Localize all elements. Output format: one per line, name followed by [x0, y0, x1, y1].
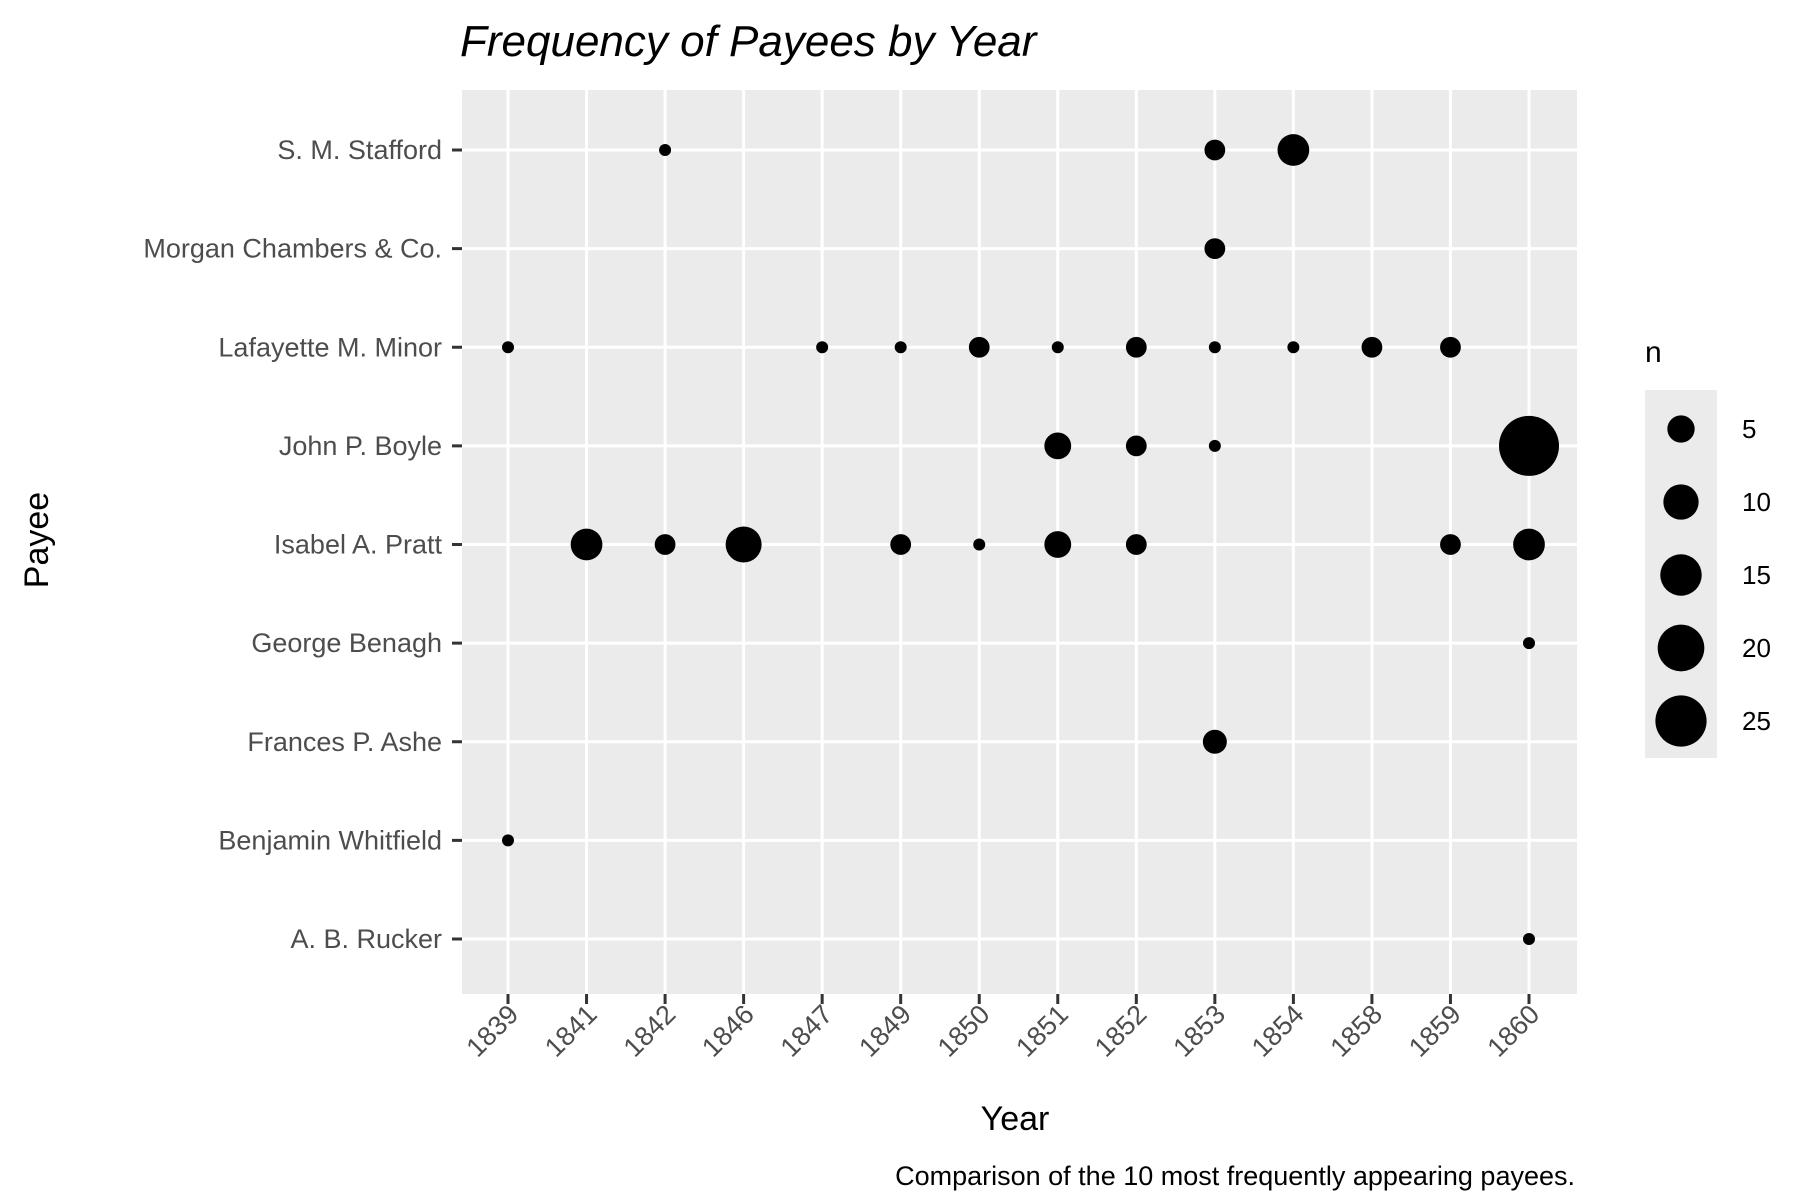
data-point: [973, 538, 986, 551]
data-point: [1440, 336, 1461, 358]
legend-key-circle: [1657, 624, 1705, 672]
legend-keys: 5 10 15 20 25: [1655, 414, 1771, 747]
data-point: [816, 341, 829, 354]
data-point: [1204, 139, 1226, 161]
data-point: [1208, 439, 1221, 452]
legend-title: n: [1645, 336, 1662, 369]
plot-panel: [462, 90, 1577, 994]
legend-key-label: 20: [1742, 633, 1771, 663]
data-point: [1361, 336, 1383, 358]
chart-caption: Comparison of the 10 most frequently app…: [895, 1161, 1575, 1191]
y-tick-label: Benjamin Whitfield: [218, 825, 442, 855]
data-point: [1523, 933, 1535, 945]
data-point: [1287, 341, 1300, 354]
data-point: [502, 834, 514, 847]
size-legend: n 5 10 15 20 25: [1645, 336, 1771, 758]
y-tick-label: S. M. Stafford: [277, 135, 442, 165]
legend-key-label: 5: [1742, 414, 1756, 444]
data-point: [894, 341, 907, 354]
y-tick-label: George Benagh: [251, 628, 442, 658]
data-point: [1125, 435, 1147, 457]
grid-lines: [462, 90, 1577, 994]
x-axis-title: Year: [981, 1100, 1050, 1138]
y-tick-label: Morgan Chambers & Co.: [143, 234, 442, 264]
y-tick-label: Isabel A. Pratt: [274, 530, 443, 560]
data-point: [659, 144, 672, 156]
data-point: [1208, 341, 1221, 354]
legend-key-label: 15: [1742, 560, 1771, 590]
y-tick-label: A. B. Rucker: [290, 924, 442, 954]
legend-key-label: 25: [1742, 706, 1771, 736]
data-point: [1277, 134, 1310, 166]
data-point: [502, 341, 514, 354]
y-axis: A. B. Rucker Benjamin Whitfield Frances P.…: [143, 135, 462, 954]
y-tick-label: Frances P. Ashe: [247, 727, 442, 757]
data-point: [1513, 528, 1545, 561]
data-point: [570, 528, 603, 561]
legend-key-circle: [1660, 554, 1702, 596]
data-point: [1044, 531, 1072, 558]
legend-key-circle: [1655, 695, 1707, 747]
data-point: [1523, 637, 1535, 650]
legend-key-circle: [1663, 484, 1699, 520]
data-points: [502, 134, 1559, 945]
data-point: [1051, 341, 1064, 354]
data-point: [968, 336, 990, 358]
legend-key-label: 10: [1742, 487, 1771, 517]
data-point: [1125, 534, 1147, 555]
y-tick-label: Lafayette M. Minor: [218, 332, 442, 362]
data-point: [1202, 729, 1227, 754]
data-point: [654, 534, 676, 555]
legend-key-circle: [1667, 415, 1695, 443]
y-tick-label: John P. Boyle: [279, 431, 442, 461]
data-point: [725, 526, 762, 563]
data-point: [1204, 238, 1226, 260]
chart-title: Frequency of Payees by Year: [460, 17, 1039, 66]
data-point: [1125, 336, 1147, 358]
data-point: [1044, 432, 1072, 460]
data-point: [1499, 415, 1559, 476]
data-point: [890, 534, 912, 555]
data-point: [1440, 534, 1461, 555]
y-axis-title: Payee: [18, 492, 56, 588]
